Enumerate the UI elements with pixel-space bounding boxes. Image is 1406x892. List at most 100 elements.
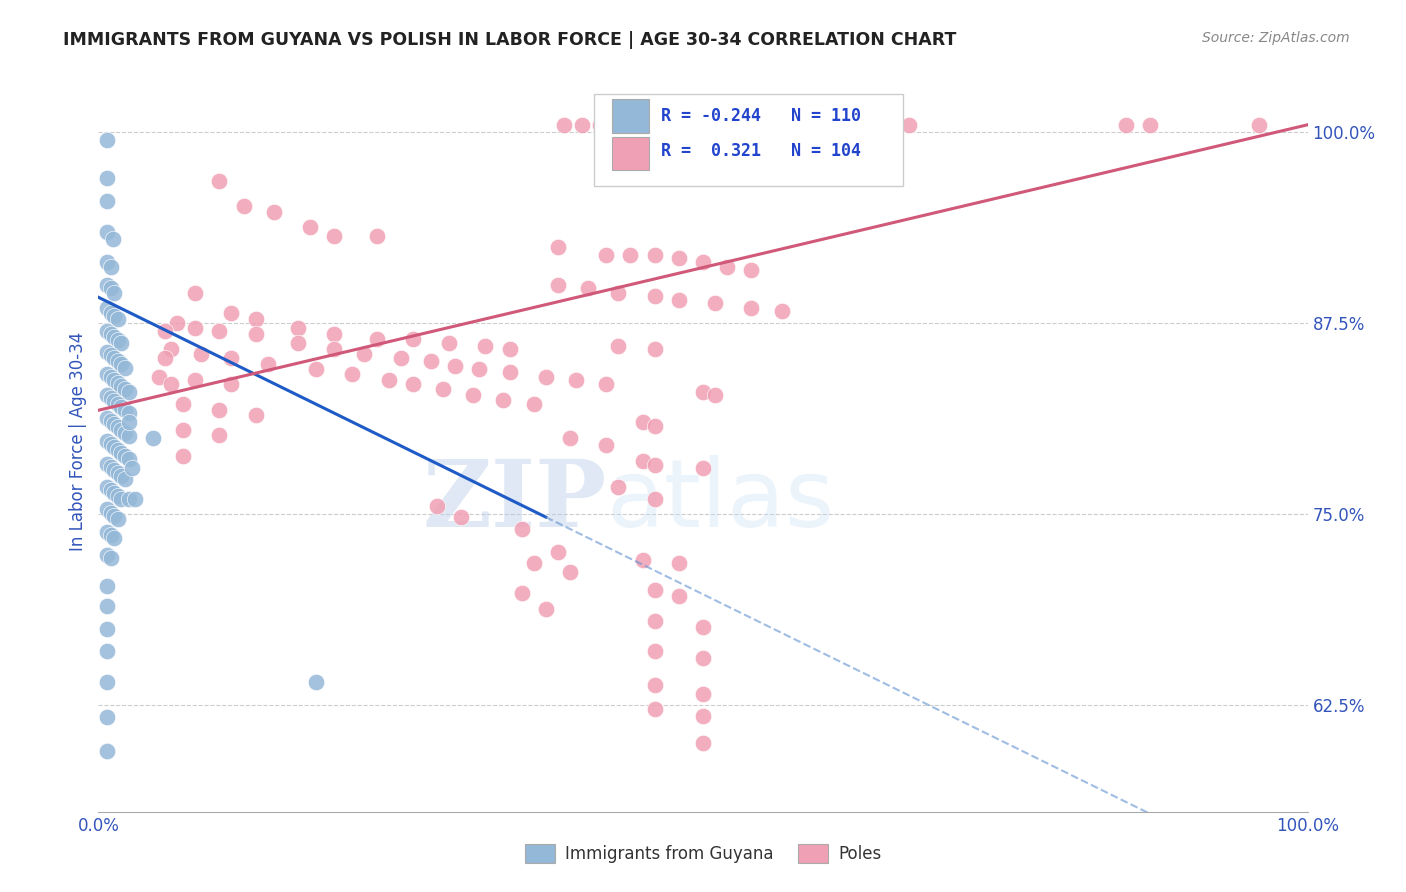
Point [96,345,118,359]
Point [96,744,118,758]
Point [558,565,581,579]
Point [245,408,267,422]
Point [96,194,118,208]
Point [631,416,654,430]
Point [1139,118,1161,132]
Point [103,417,125,431]
Point [221,351,243,366]
Point [595,247,617,261]
Point [208,324,231,338]
Point [534,601,557,615]
Point [366,331,388,345]
Point [547,545,569,559]
Point [172,423,194,437]
Point [96,324,118,338]
Point [402,331,425,345]
Point [103,440,125,454]
Point [114,403,136,417]
Point [692,255,714,269]
Point [118,491,141,506]
Point [644,458,666,473]
Point [523,397,546,411]
Point [644,644,666,658]
Text: ZIP: ZIP [422,456,606,546]
Point [96,388,118,402]
Point [190,347,212,361]
Point [118,429,141,443]
Point [644,418,666,433]
Point [342,367,364,381]
Point [353,347,375,361]
Point [160,342,183,356]
Point [100,483,122,497]
Point [444,359,467,373]
Point [426,500,449,514]
Point [184,321,207,335]
Point [107,376,129,390]
Point [644,289,666,303]
Point [1249,118,1271,132]
Point [305,675,328,690]
Point [897,118,920,132]
Point [172,449,194,463]
Point [510,522,533,536]
Point [692,650,714,665]
Point [571,118,593,132]
Point [153,351,176,366]
Text: atlas: atlas [606,455,835,547]
Point [96,710,118,724]
Point [103,394,125,409]
Point [299,220,322,235]
Point [100,437,122,451]
Point [323,326,346,341]
Point [110,446,132,460]
Point [100,260,122,274]
Point [595,377,617,392]
Point [114,472,136,486]
Point [287,336,309,351]
Point [110,379,132,393]
Point [96,278,118,293]
Point [118,452,141,467]
Point [644,247,666,261]
Point [110,469,132,483]
Point [142,431,165,445]
Point [103,485,125,500]
Point [644,583,666,598]
Point [100,414,122,428]
Point [631,553,654,567]
Point [576,281,599,295]
Point [305,362,328,376]
Point [107,466,129,480]
Text: IMMIGRANTS FROM GUYANA VS POLISH IN LABOR FORCE | AGE 30-34 CORRELATION CHART: IMMIGRANTS FROM GUYANA VS POLISH IN LABO… [63,31,956,49]
Point [553,118,575,132]
Point [402,377,425,392]
Point [523,556,546,570]
Point [692,736,714,750]
Point [589,118,612,132]
Point [547,240,569,254]
Point [166,316,188,330]
Point [498,365,520,379]
Point [121,461,143,475]
Point [1115,118,1137,132]
Point [644,702,666,716]
Point [668,251,690,265]
Point [96,622,118,636]
Point [534,369,557,384]
Point [118,416,141,430]
Point [96,525,118,540]
Point [510,586,533,600]
Point [323,342,346,356]
Point [692,384,714,399]
Point [644,678,666,692]
Point [740,301,762,315]
Point [96,171,118,186]
Point [184,285,207,300]
Point [184,373,207,387]
Point [498,342,520,356]
Point [208,403,231,417]
Point [103,309,125,323]
Point [96,410,118,425]
Point [100,281,122,295]
